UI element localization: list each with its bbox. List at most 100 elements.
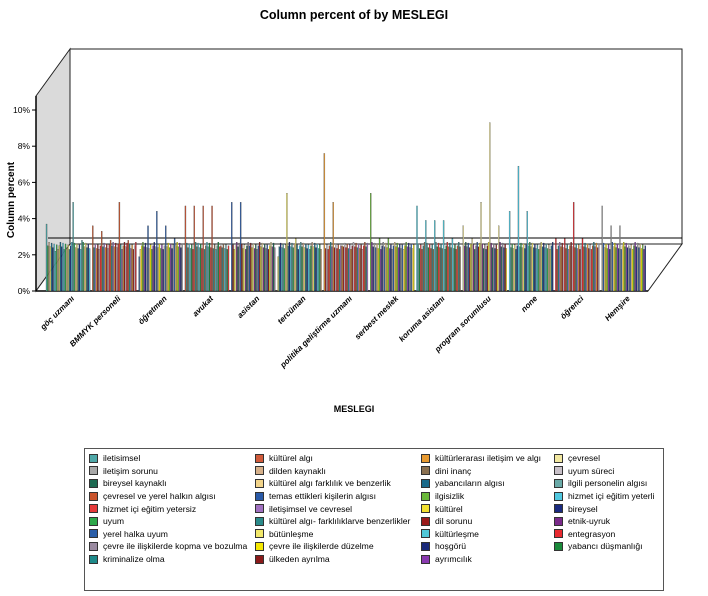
bar <box>389 248 391 292</box>
bar <box>505 248 508 292</box>
bar <box>167 242 169 292</box>
bar <box>421 249 423 292</box>
bar <box>184 205 187 292</box>
bar <box>172 244 174 292</box>
bar <box>123 242 126 292</box>
legend-label: hizmet içi eğitim yeterli <box>568 491 654 502</box>
bar <box>559 242 561 292</box>
bar <box>500 246 502 292</box>
legend-swatch <box>255 491 264 501</box>
bar <box>295 238 297 292</box>
bar <box>194 242 197 292</box>
bar <box>177 246 180 292</box>
bar <box>540 242 542 292</box>
bar <box>550 245 553 292</box>
bar <box>257 245 260 292</box>
bar <box>266 244 268 292</box>
bar <box>578 244 580 292</box>
legend-swatch <box>554 504 563 514</box>
bar <box>427 247 430 292</box>
bar <box>557 245 560 292</box>
bar <box>508 211 511 292</box>
bar <box>520 242 522 292</box>
legend-label: ayrımcılık <box>435 554 472 565</box>
legend-label: iletisimsel <box>103 453 141 464</box>
bar <box>139 249 142 292</box>
bar <box>319 244 321 292</box>
bar <box>45 223 48 292</box>
legend-label: çevre ile ilişkilerde düzelme <box>269 541 374 552</box>
bar <box>345 247 347 292</box>
legend-item: kriminalize olma <box>89 553 255 566</box>
bar <box>66 248 68 292</box>
bar <box>640 248 643 292</box>
bar <box>234 245 237 292</box>
bar <box>481 243 483 292</box>
bar <box>128 243 131 292</box>
bar <box>92 225 94 292</box>
bar <box>404 245 406 292</box>
bar <box>442 220 445 292</box>
bar <box>575 243 577 292</box>
legend-swatch <box>89 541 98 551</box>
bar <box>306 248 308 292</box>
legend-swatch <box>421 478 430 488</box>
bar <box>347 248 350 292</box>
bar <box>222 243 225 292</box>
legend-swatch <box>554 466 563 476</box>
bar <box>206 242 208 292</box>
legend-label: temas ettikleri kişilerin algısı <box>269 491 376 502</box>
bar <box>109 240 112 292</box>
bar <box>165 225 167 292</box>
bar <box>561 242 563 292</box>
legend-item: bireysel kaynaklı <box>89 477 255 490</box>
bar <box>292 247 294 292</box>
bar <box>269 245 271 292</box>
bar <box>365 246 367 292</box>
bar <box>451 238 454 292</box>
legend-label: dil sorunu <box>435 516 473 527</box>
legend-swatch <box>421 541 430 551</box>
bar <box>201 248 203 292</box>
bar <box>639 243 641 292</box>
bar <box>579 249 581 292</box>
legend-label: yabancı düşmanlığı <box>568 541 643 552</box>
bar <box>210 247 212 292</box>
bar <box>152 245 154 292</box>
bar <box>361 249 364 292</box>
legend-label: bireysel kaynaklı <box>103 478 167 489</box>
x-tick-label: BMMYK personeli <box>68 294 123 349</box>
legend-item: yabancı düşmanlığı <box>554 540 654 553</box>
bar <box>463 245 466 292</box>
bar <box>514 244 516 292</box>
bar <box>154 246 157 292</box>
bar <box>157 247 159 292</box>
bar <box>245 249 247 292</box>
legend-swatch <box>421 554 430 564</box>
bar <box>256 249 258 292</box>
bar <box>315 247 317 292</box>
bar <box>501 242 504 292</box>
bar <box>160 248 162 292</box>
bar <box>612 246 615 292</box>
legend-label: çevre ile ilişkilerde kopma ve bozulma <box>103 541 248 552</box>
bar <box>534 243 536 292</box>
bar <box>468 247 471 292</box>
bar <box>239 202 242 292</box>
bar <box>462 225 464 292</box>
bar <box>548 244 550 292</box>
legend-swatch <box>89 504 98 514</box>
bar <box>71 242 73 292</box>
bar <box>131 244 133 292</box>
chart-title: Column percent of by MESLEGI <box>259 8 449 22</box>
bar <box>440 243 442 292</box>
legend-label: ilgisizlik <box>435 491 465 502</box>
chart-plot: 0% 2% 4% 6% 8% 10% Column percent göç uzmanıBMM… <box>6 47 683 414</box>
bar <box>260 246 262 292</box>
legend-label: iletişim sorunu <box>103 465 158 476</box>
bar <box>320 249 322 292</box>
bar <box>430 248 432 292</box>
bar <box>456 245 459 292</box>
bar <box>444 249 446 292</box>
legend-label: kültürel algı- farklılıklarve benzerlikl… <box>269 516 411 527</box>
